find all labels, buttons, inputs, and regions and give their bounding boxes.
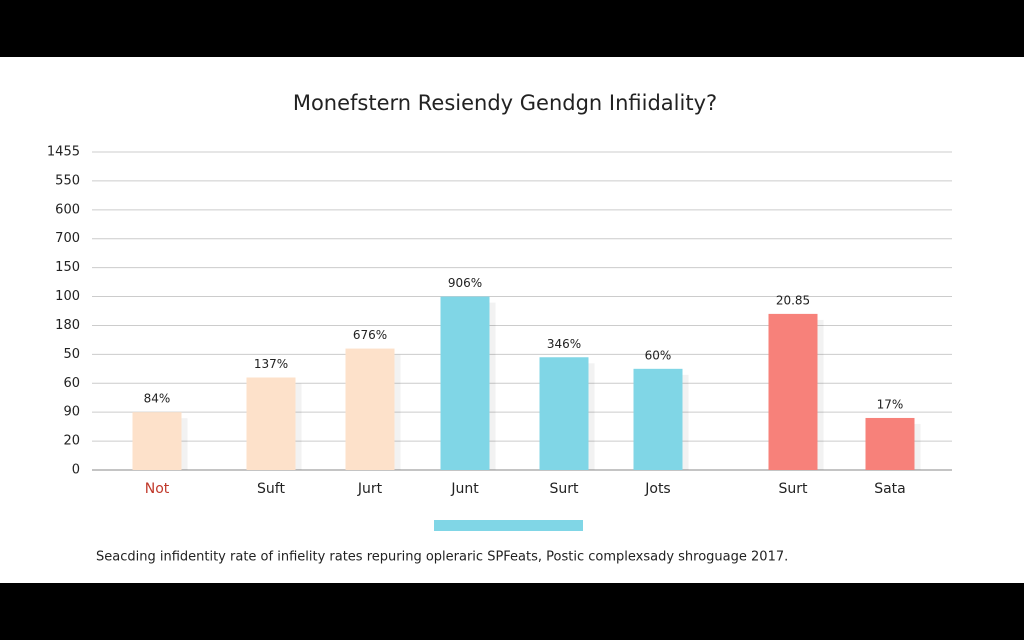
value-label: 676% xyxy=(353,328,387,342)
y-tick-label: 600 xyxy=(55,202,80,217)
y-tick-label: 550 xyxy=(55,173,80,188)
bar xyxy=(768,313,818,470)
y-tick-label: 0 xyxy=(72,463,80,478)
value-label: 906% xyxy=(448,276,482,290)
bar xyxy=(865,417,915,470)
value-label: 84% xyxy=(144,392,171,406)
y-tick-label: 180 xyxy=(55,318,80,333)
y-tick-label: 20 xyxy=(63,434,80,449)
y-tick-label: 60 xyxy=(63,376,80,391)
y-tick-label: 150 xyxy=(55,260,80,275)
bar xyxy=(345,348,395,470)
value-label: 346% xyxy=(547,337,581,351)
y-tick-label: 90 xyxy=(63,405,80,420)
y-tick-label: 100 xyxy=(55,289,80,304)
value-label: 60% xyxy=(645,348,672,362)
x-tick-label: Surt xyxy=(549,481,579,497)
bar xyxy=(440,296,490,470)
value-label: 20.85 xyxy=(776,293,810,307)
bar xyxy=(132,412,182,470)
x-tick-label: Suft xyxy=(257,481,285,497)
x-tick-label: Not xyxy=(145,481,170,497)
bar xyxy=(633,368,683,470)
value-label: 137% xyxy=(254,357,288,371)
bar xyxy=(539,357,589,470)
letterbox-top xyxy=(0,0,1024,57)
legend-swatch xyxy=(434,520,583,531)
letterbox-bottom xyxy=(0,583,1024,640)
x-tick-label: Sata xyxy=(874,481,906,497)
bar xyxy=(246,377,296,470)
footnote: Seacding infidentity rate of infielity r… xyxy=(96,550,788,565)
value-label: 17% xyxy=(877,397,904,411)
x-tick-label: Surt xyxy=(778,481,808,497)
x-tick-label: Jots xyxy=(644,481,670,497)
y-tick-label: 50 xyxy=(63,347,80,362)
x-tick-label: Junt xyxy=(450,481,479,497)
y-tick-label: 1455 xyxy=(47,145,80,160)
chart-title: Monefstern Resiendy Gendgn Infiidality? xyxy=(293,91,717,115)
x-tick-label: Jurt xyxy=(357,481,383,497)
y-tick-label: 700 xyxy=(55,231,80,246)
